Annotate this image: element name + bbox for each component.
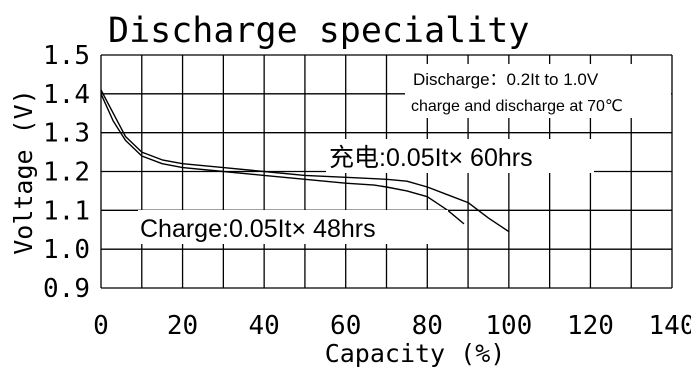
x-tick-label: 40 [248, 311, 279, 341]
y-axis-label: Voltage (V) [9, 89, 38, 255]
tick-labels: 0 20 40 60 80 100 120 140 0.9 1.0 1.1 1.2 1.3 1.4 1.5 [43, 41, 691, 341]
lower-curve-label: Charge:0.05It× 48hrs [140, 215, 376, 243]
y-tick-label: 1.2 [43, 158, 90, 188]
y-tick-label: 0.9 [43, 274, 90, 304]
lower-curve-label-box [138, 210, 448, 244]
y-tick-label: 1.0 [43, 235, 90, 265]
annotation-note-line1: Discharge：0.2It to 1.0V [413, 70, 599, 89]
x-tick-label: 120 [567, 311, 614, 341]
chart-title: Discharge speciality [108, 11, 529, 51]
series-line-2 [100, 93, 465, 225]
x-tick-label: 80 [412, 311, 443, 341]
x-axis-label: Capacity (%) [325, 339, 506, 367]
x-tick-label: 0 [93, 311, 109, 341]
x-tick-label: 20 [167, 311, 198, 341]
y-tick-label: 1.4 [43, 80, 90, 110]
y-tick-label: 1.3 [43, 119, 90, 149]
upper-curve-label: 充电:0.05It× 60hrs [329, 144, 533, 172]
x-tick-label: 60 [330, 311, 361, 341]
annotation-box [405, 64, 671, 118]
upper-curve-label-box [326, 139, 594, 173]
x-tick-label: 140 [649, 311, 691, 341]
series-line-1 [100, 89, 510, 233]
y-tick-label: 1.1 [43, 196, 90, 226]
x-tick-label: 100 [485, 311, 532, 341]
series-lines [100, 89, 510, 233]
y-tick-label: 1.5 [43, 41, 90, 71]
annotation-note-line2: charge and discharge at 70℃ [411, 98, 623, 115]
